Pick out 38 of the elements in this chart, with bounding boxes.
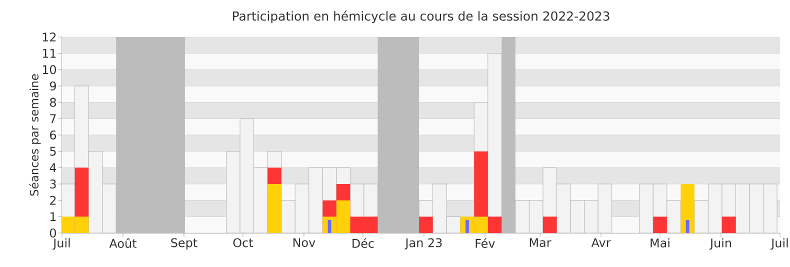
y-tick-label: 5 [50,146,56,156]
bar [466,220,469,233]
y-tick-label: 11 [42,48,56,58]
x-tick-label: Fév [476,238,495,248]
bar [680,184,694,233]
bar [686,220,690,233]
x-tick-label: Avr [591,238,611,247]
bar [653,216,667,233]
x-tick-label: Mar [530,238,552,248]
y-tick-label: 7 [50,114,56,124]
x-tick-label: Mai [650,238,670,248]
y-tick-label: 10 [42,65,56,74]
y-tick-label: 0 [50,228,56,238]
x-tick-label: Juil [770,238,788,250]
x-tick-label: Sept [171,238,198,250]
y-axis-title: Séances par semaine [29,74,41,196]
bar [542,216,557,233]
bar [419,216,433,233]
y-tick-label: 9 [50,81,56,91]
bar [722,216,736,233]
y-tick-label: 6 [50,130,56,140]
bar [328,220,332,233]
x-tick-label: Août [109,238,136,248]
y-tick-label: 3 [50,179,56,189]
x-tick-label: Oct [233,238,254,248]
x-tick-label: Juil [52,238,70,250]
y-tick-label: 4 [50,163,56,172]
y-tick-label: 8 [50,98,56,107]
y-tick-label: 12 [42,32,56,42]
bar [488,216,502,233]
x-tick-label: Déc [352,238,374,248]
x-tick-label: Juin [709,238,731,250]
y-tick-label: 1 [50,212,56,222]
chart-title: Participation en hémicycle au cours de la session 2022-2023 [233,10,610,24]
y-tick-label: 2 [50,196,56,205]
x-tick-label: Jan 23 [404,238,442,250]
x-tick-label: Nov [293,238,316,248]
bar [268,184,282,233]
